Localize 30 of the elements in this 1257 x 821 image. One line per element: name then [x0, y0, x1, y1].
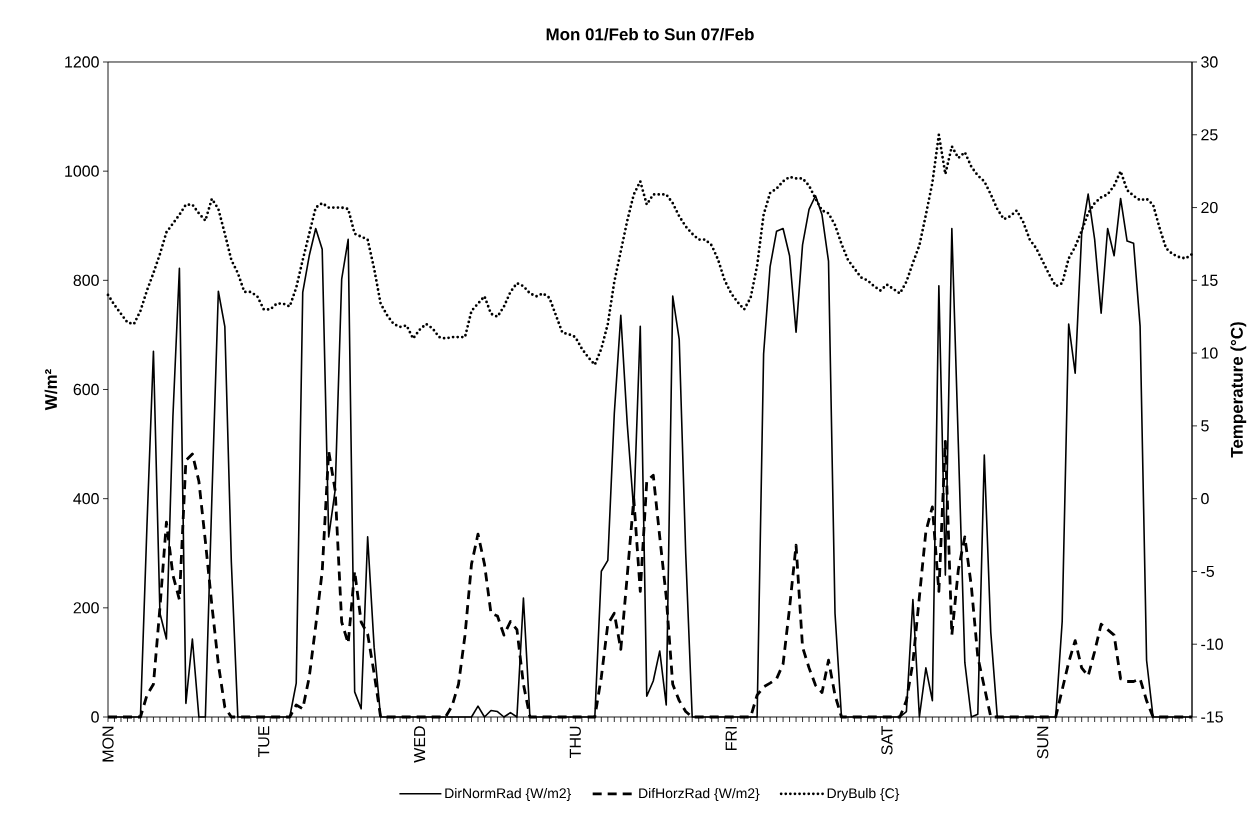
y-tick-label: 0 — [91, 711, 99, 723]
y-axis-title: W/m² — [44, 369, 58, 411]
legend-label: DifHorzRad {W/m2} — [639, 788, 760, 801]
y-tick-label: 200 — [73, 602, 99, 614]
legend-label: DryBulb {C} — [827, 788, 900, 801]
y2-axis-title: Temperature (°C) — [1230, 322, 1247, 458]
x-tick-label: THU — [569, 726, 581, 758]
y2-tick-label: 10 — [1201, 347, 1218, 359]
y2-tick-label: 25 — [1201, 129, 1218, 141]
y2-tick-label: -10 — [1201, 638, 1223, 650]
y-tick-label: 1000 — [65, 165, 99, 177]
x-tick-label: TUE — [258, 726, 270, 758]
y2-tick-label: 0 — [1201, 493, 1209, 505]
x-tick-label: SAT — [881, 725, 893, 755]
legend-label: DirNormRad {W/m2} — [445, 788, 572, 801]
y-tick-label: 1200 — [65, 56, 99, 68]
y-tick-label: 800 — [73, 274, 99, 286]
x-tick-label: WED — [414, 726, 426, 763]
y2-tick-label: -5 — [1201, 565, 1215, 577]
chart-title: Mon 01/Feb to Sun 07/Feb — [546, 27, 754, 41]
y2-tick-label: 30 — [1201, 56, 1218, 68]
x-tick-label: FRI — [725, 727, 737, 750]
y2-tick-label: -15 — [1201, 711, 1223, 723]
y-tick-label: 600 — [73, 383, 99, 396]
y2-tick-label: 20 — [1201, 201, 1218, 214]
y-tick-label: 400 — [73, 493, 99, 505]
y2-tick-label: 5 — [1201, 420, 1209, 432]
x-tick-label: SUN — [1037, 726, 1049, 759]
x-tick-label: MON — [102, 726, 114, 762]
y2-tick-label: 15 — [1201, 274, 1218, 286]
